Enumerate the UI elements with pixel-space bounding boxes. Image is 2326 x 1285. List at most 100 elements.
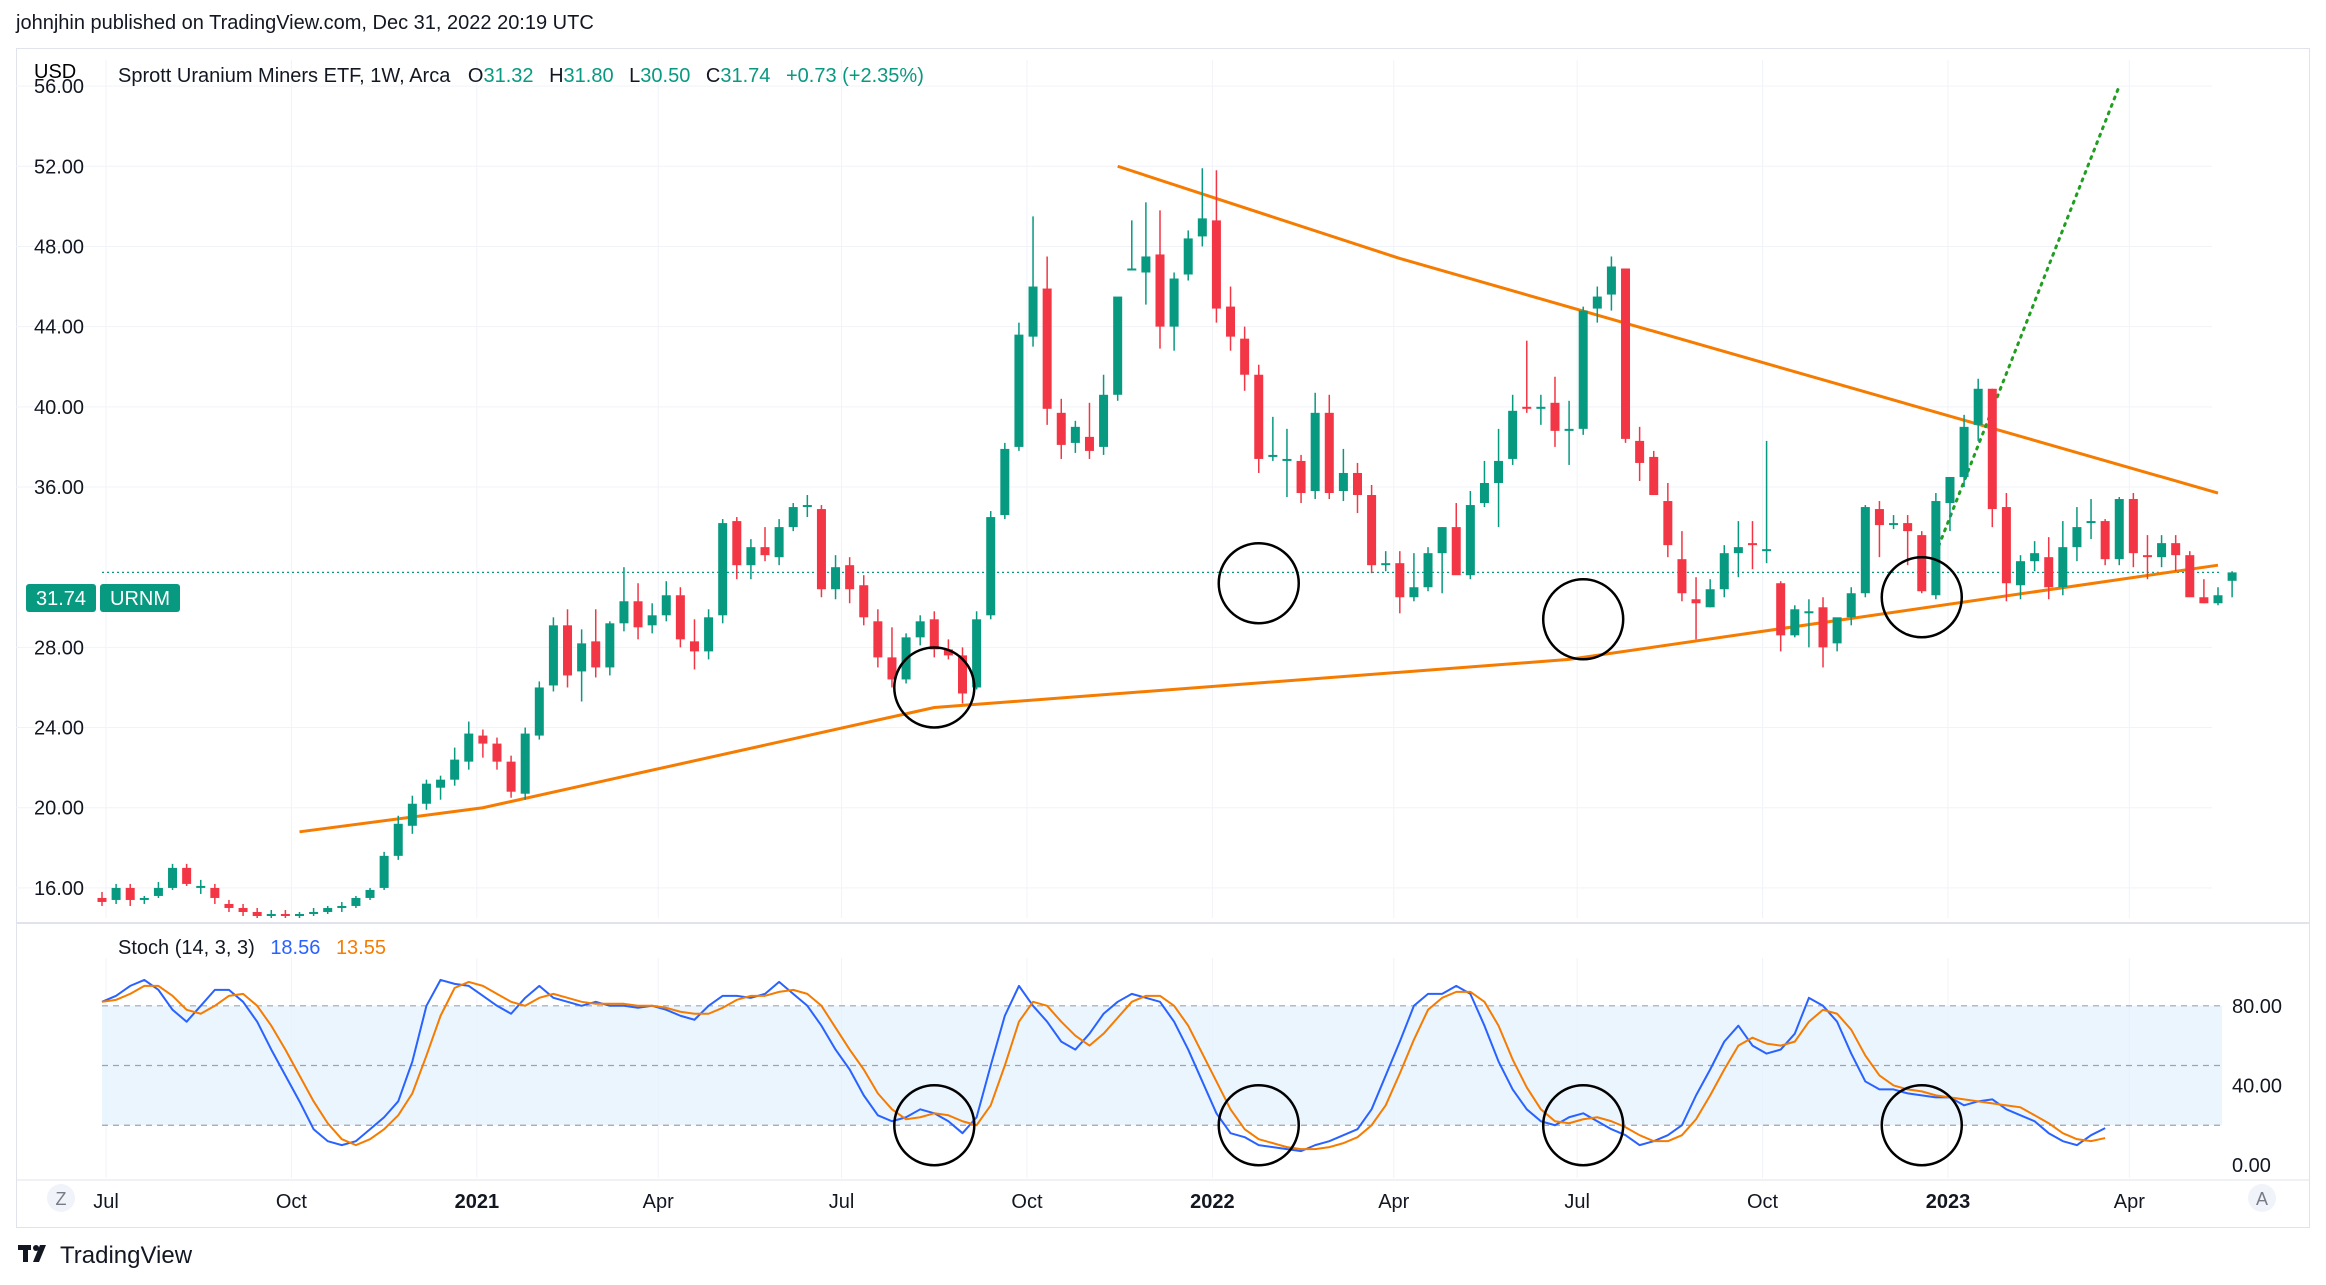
trendlines: [299, 84, 2219, 834]
candle: [1663, 482, 1673, 558]
candle: [2157, 535, 2167, 568]
candle: [1127, 220, 1137, 271]
candle: [1762, 440, 1772, 564]
stoch-d-value: 13.55: [336, 937, 386, 959]
projection-line: [1934, 84, 2121, 555]
candle: [1931, 493, 1941, 600]
price-tick-label: 24.00: [34, 718, 84, 740]
trendline: [299, 563, 2219, 834]
stoch-k-value: 18.56: [270, 937, 320, 959]
a-button-bg: [2248, 1184, 2276, 1212]
candle: [548, 617, 558, 692]
candle: [1790, 605, 1800, 638]
candle: [1959, 414, 1969, 487]
candle: [266, 909, 276, 918]
candle: [464, 721, 474, 770]
candle: [365, 887, 375, 900]
highlight-circle: [1880, 556, 1964, 639]
candle: [393, 815, 403, 860]
candle: [1197, 168, 1207, 247]
candle: [2086, 499, 2096, 540]
candle: [1310, 392, 1320, 500]
candle: [1352, 462, 1362, 514]
candle: [1338, 448, 1348, 502]
candle: [1056, 398, 1066, 459]
candle: [788, 503, 798, 532]
symbol-title: Sprott Uranium Miners ETF, 1W, Arca: [118, 65, 451, 87]
time-axis[interactable]: Jul Oct 2021 Apr Jul Oct 2022 Apr Jul Oct 2023 Apr: [93, 1191, 2145, 1213]
candle: [2114, 497, 2124, 566]
candle: [1903, 515, 1913, 566]
a-button-label: A: [2256, 1189, 2268, 1209]
stoch-legend[interactable]: Stoch (14, 3, 3) 18.56 13.55: [118, 937, 386, 959]
candle: [859, 575, 869, 626]
z-button-label: Z: [56, 1189, 67, 1209]
stoch-tick-label: 0.00: [2232, 1155, 2271, 1177]
open-label: O: [468, 65, 484, 87]
ticker-tag: URNM: [110, 588, 170, 610]
candle: [1000, 442, 1010, 520]
brand[interactable]: TradingView: [18, 1240, 192, 1271]
z-button[interactable]: Z: [47, 1184, 75, 1212]
grid-lines: [16, 60, 2212, 1178]
candle: [1889, 515, 1899, 530]
a-button[interactable]: A: [2248, 1184, 2276, 1212]
candles: [97, 168, 2237, 918]
candle: [1578, 306, 1588, 435]
candle: [1113, 296, 1123, 401]
low-label: L: [629, 65, 640, 87]
candle: [1494, 428, 1504, 528]
stoch-axis[interactable]: 80.00 40.00 0.00: [2232, 996, 2282, 1177]
candle: [534, 681, 544, 740]
candle: [1409, 553, 1419, 602]
candle: [1635, 426, 1645, 481]
candle: [1776, 581, 1786, 652]
candle: [1973, 378, 1983, 441]
candle: [520, 727, 530, 800]
candle: [1282, 428, 1292, 498]
time-tick-label: Jul: [829, 1191, 855, 1213]
close-label: C: [706, 65, 720, 87]
candle: [915, 615, 925, 646]
candle: [252, 907, 262, 918]
price-tag[interactable]: 31.74 URNM: [26, 584, 180, 612]
candle: [718, 519, 728, 624]
candle: [1733, 521, 1743, 578]
candle: [1465, 491, 1475, 580]
candle: [2016, 555, 2026, 600]
open-value: 31.32: [483, 65, 533, 87]
price-axis[interactable]: 56.00 52.00 48.00 44.00 40.00 36.00 28.00 24.00…: [34, 76, 84, 900]
time-tick-label: Apr: [643, 1191, 674, 1213]
price-tick-label: 40.00: [34, 397, 84, 419]
candle: [675, 587, 685, 648]
candle: [196, 879, 206, 894]
price-tick-label: 20.00: [34, 798, 84, 820]
time-tick-label: Oct: [1011, 1191, 1043, 1213]
candle: [1945, 476, 1955, 532]
candle: [1381, 551, 1391, 572]
candle: [1564, 400, 1574, 465]
time-tick-label: 2022: [1190, 1191, 1235, 1213]
stoch-title: Stoch (14, 3, 3): [118, 937, 255, 959]
time-tick-label: Apr: [2114, 1191, 2145, 1213]
candle: [1846, 587, 1856, 626]
candle: [1296, 454, 1306, 504]
candle: [182, 863, 192, 886]
price-tag-bg: [26, 584, 96, 612]
candle: [689, 619, 699, 670]
price-tick-label: 28.00: [34, 637, 84, 659]
candle: [337, 901, 347, 912]
candle: [1183, 230, 1193, 281]
symbol-legend[interactable]: Sprott Uranium Miners ETF, 1W, Arca O31.…: [118, 65, 924, 87]
candle: [746, 539, 756, 580]
candle: [845, 557, 855, 604]
time-tick-label: Apr: [1378, 1191, 1409, 1213]
candle: [1536, 394, 1546, 425]
stoch-highlight-circle: [893, 1083, 976, 1167]
candle: [1606, 256, 1616, 311]
candle: [1621, 268, 1631, 443]
candle: [1832, 617, 1842, 652]
candle: [577, 629, 587, 702]
candle: [633, 583, 643, 640]
